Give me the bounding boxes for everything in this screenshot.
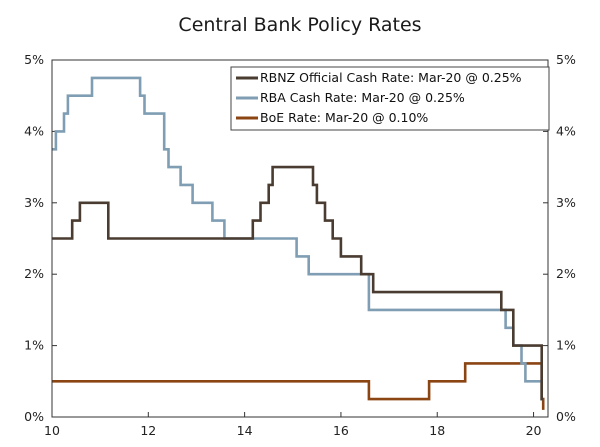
y-tick-label-left: 2% [24,266,44,281]
x-tick-label: 18 [429,423,445,438]
x-tick-label: 10 [44,423,60,438]
x-tick-label: 20 [526,423,542,438]
ticks-layer: 0% 0% 1% 1% 2% 2% 3% 3% 4% 4% 5% 5% 10 12 14 16 18 20 [24,52,576,438]
x-tick-label: 14 [237,423,253,438]
y-tick-label-left: 4% [24,123,44,138]
legend-label-rbnz: RBNZ Official Cash Rate: Mar-20 @ 0.25% [260,70,522,85]
y-tick-label-right: 2% [556,266,576,281]
y-tick-label-right: 4% [556,123,576,138]
legend-label-rba: RBA Cash Rate: Mar-20 @ 0.25% [260,90,465,105]
y-tick-label-right: 0% [556,409,576,424]
y-tick-label-left: 0% [24,409,44,424]
series-line-boe [52,362,545,410]
y-tick-label-left: 5% [24,52,44,67]
chart-title: Central Bank Policy Rates [178,14,421,36]
x-tick-label: 12 [140,423,156,438]
plot-frame [51,59,549,418]
y-tick-label-right: 3% [556,195,576,210]
series-layer [52,76,545,410]
legend-box [230,66,550,131]
y-tick-label-left: 3% [24,195,44,210]
legend: RBNZ Official Cash Rate: Mar-20 @ 0.25% … [230,66,550,131]
y-tick-label-right: 5% [556,52,576,67]
x-tick-label: 16 [333,423,349,438]
series-line-rbnz [52,165,544,401]
y-tick-label-left: 1% [24,338,44,353]
y-tick-label-right: 1% [556,338,576,353]
legend-label-boe: BoE Rate: Mar-20 @ 0.10% [260,110,428,125]
